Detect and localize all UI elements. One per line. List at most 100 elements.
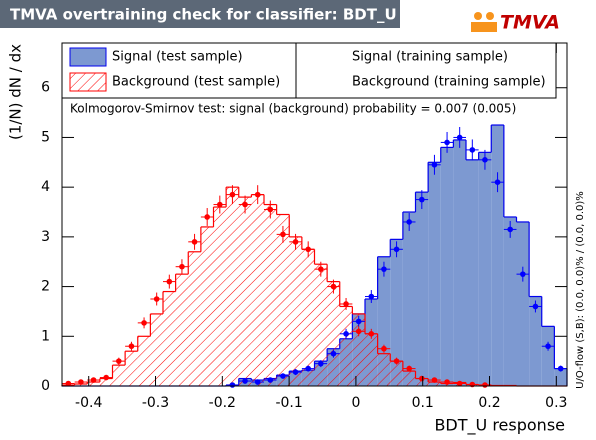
histogram-bin [390,361,403,386]
histogram-bin [402,212,416,386]
data-point [393,246,400,253]
logo-text: TMVA [500,12,560,34]
data-point [217,201,223,208]
histogram-bin [188,251,201,386]
data-point [368,293,375,300]
data-point [355,318,362,325]
logo: TMVA [471,12,560,34]
histogram-bin [264,204,277,386]
data-point [242,201,248,208]
histogram-bin [112,365,126,386]
data-point [431,161,438,168]
histogram-bin [529,296,542,386]
histogram-bin [289,236,302,386]
histogram-bin [301,249,315,386]
histogram-bin [125,351,138,386]
y-tick-label: 3 [41,229,50,245]
chart-title: TMVA overtraining check for classifier: … [10,6,397,24]
x-tick-label: -0.4 [75,395,102,411]
data-point [545,343,551,350]
data-point [166,278,173,285]
data-point [520,271,526,277]
histogram-bin [150,313,163,386]
data-point [267,377,274,383]
data-point [456,134,463,141]
data-point [292,239,299,245]
data-point [419,196,425,203]
data-point [242,378,248,384]
y-tick-label: 0 [41,378,50,394]
data-point [557,365,564,372]
overflow-note: U/O-flow (S,B): (0.0, 0.0)% / (0.0, 0.0)… [575,191,586,389]
histogram-bin [327,281,340,386]
data-point [305,246,311,253]
x-tick-label: 0.3 [545,395,567,411]
data-point [444,139,450,146]
data-point [406,365,412,372]
data-point [343,331,349,337]
data-point [482,157,488,163]
legend-right [295,42,557,99]
histogram-bin [365,333,378,386]
legend-label: Signal (test sample) [112,50,243,65]
data-point [103,374,109,381]
legend-label: Background (test sample) [112,75,280,90]
data-point [368,331,375,337]
data-point [280,231,286,238]
data-point [406,219,412,225]
data-point [292,369,299,375]
x-tick-label: 0.2 [478,395,500,411]
data-point [191,239,198,245]
histogram-bin [213,207,227,386]
legend-label: Background (training sample) [352,75,546,90]
y-tick-label: 1 [41,328,50,344]
histogram-bin [516,221,530,386]
data-point [128,343,135,350]
histogram-bin [541,326,555,386]
histogram-bin [453,139,466,386]
data-point [90,377,97,383]
data-point [456,380,463,387]
data-point [494,179,501,185]
histogram-bin [314,264,328,386]
data-point [280,373,286,379]
histogram-bin [276,214,290,386]
data-point [179,263,185,270]
histogram-bin [402,371,416,386]
data-point [254,191,261,198]
x-tick-label: 0 [351,395,360,411]
y-tick-label: 6 [41,80,50,96]
histogram-bin [339,306,353,386]
x-axis-label: BDT_U response [434,416,565,436]
histogram-bin [352,313,365,386]
histogram-bin [390,239,403,386]
histogram-bin [99,378,113,386]
data-point [254,379,261,385]
data-point [469,147,476,153]
histogram-bin [428,162,441,386]
legend-swatch [69,47,107,67]
histogram-bin [200,226,214,386]
histogram-bin [503,216,517,386]
data-point [431,377,438,383]
y-axis-label: (1/N) dN / dx [7,44,25,140]
data-point [65,380,72,387]
legend-label: Signal (training sample) [352,50,508,65]
data-point [393,358,400,364]
data-point [204,214,210,220]
data-point [305,365,311,372]
data-point [78,379,84,385]
data-point [153,296,160,302]
histogram-bin [226,187,239,386]
data-point [482,382,488,388]
data-point [318,360,324,367]
data-point [507,226,513,233]
y-tick-label: 4 [41,179,50,195]
data-point [330,350,337,357]
histogram-bin [554,368,567,386]
histogram-bin [415,378,429,386]
y-tick-label: 2 [41,279,50,295]
histogram-bin [87,382,100,386]
data-point [229,382,236,388]
